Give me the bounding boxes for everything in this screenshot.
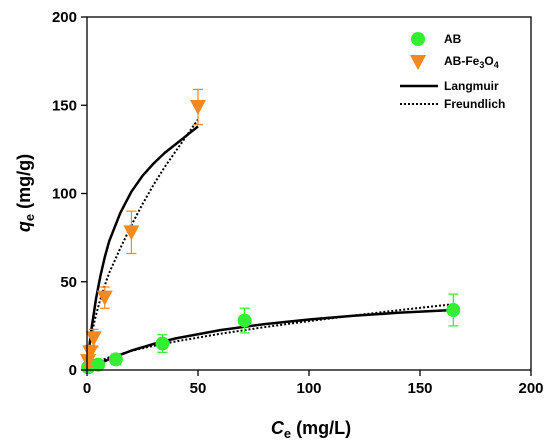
fit-line-freundlich — [86, 118, 199, 371]
legend-item-ab: AB — [411, 32, 462, 46]
data-point-ab — [446, 302, 461, 317]
x-axis-title: Ce (mg/L) — [271, 418, 351, 441]
x-axis-subscript: e — [284, 426, 291, 441]
legend-marker-ab-fe3o4 — [410, 55, 426, 70]
data-point-ab-fe3o4 — [82, 345, 99, 361]
legend-label-ab-fe3o4-sub1: 3 — [479, 60, 484, 70]
fit-line-langmuir — [86, 308, 454, 372]
data-point-ab-fe3o4 — [96, 290, 113, 306]
legend-item-freundlich: Freundlich — [400, 97, 505, 111]
legend-marker-ab — [411, 32, 425, 46]
legend-label-ab-fe3o4-sub2: 4 — [494, 60, 499, 70]
legend-label-ab-fe3o4-part2: O — [484, 54, 493, 68]
plot-frame — [86, 16, 532, 371]
legend-item-langmuir: Langmuir — [400, 79, 499, 93]
y-axis-subscript: e — [22, 214, 37, 221]
y-axis-unit: (mg/g) — [14, 154, 34, 214]
x-tick-label: 150 — [407, 380, 432, 397]
data-point-ab-fe3o4 — [80, 354, 97, 370]
x-tick-label: 0 — [83, 380, 91, 397]
y-tick-label: 150 — [52, 97, 77, 114]
legend-label-ab-fe3o4: AB-Fe3O4 — [444, 54, 499, 70]
legend-label-langmuir: Langmuir — [444, 79, 499, 93]
y-tick-label: 100 — [52, 186, 77, 203]
legend-item-ab-fe3o4: AB-Fe3O4 — [410, 54, 499, 70]
data-point-ab — [108, 352, 123, 367]
y-tick-label: 0 — [69, 362, 77, 379]
plot-content — [80, 88, 461, 375]
fit-line-freundlich — [86, 303, 454, 371]
legend-label-ab: AB — [444, 32, 462, 46]
x-axis-symbol: C — [271, 418, 285, 438]
data-point-ab — [237, 313, 252, 328]
x-tick-label: 50 — [190, 380, 207, 397]
legend: AB AB-Fe3O4 Langmuir Freundlich — [400, 32, 505, 111]
data-point-ab — [155, 336, 170, 351]
x-axis-unit: (mg/L) — [291, 418, 351, 438]
x-tick-label: 200 — [518, 380, 543, 397]
data-point-ab-fe3o4 — [85, 331, 102, 347]
legend-label-ab-fe3o4-part1: AB-Fe — [444, 54, 480, 68]
y-tick-label: 200 — [52, 9, 77, 26]
y-axis-symbol: q — [14, 221, 34, 232]
data-point-ab-fe3o4 — [123, 225, 140, 241]
x-tick-label: 100 — [296, 380, 321, 397]
legend-label-freundlich: Freundlich — [444, 97, 505, 111]
fit-line-langmuir — [85, 125, 199, 371]
y-tick-label: 50 — [60, 274, 77, 291]
y-axis-title: qe (mg/g) — [14, 154, 37, 232]
data-point-ab-fe3o4 — [190, 100, 206, 116]
axis-ticks: 0 50 100 150 200 0 50 100 150 200 — [52, 9, 544, 397]
data-point-ab — [91, 357, 106, 372]
